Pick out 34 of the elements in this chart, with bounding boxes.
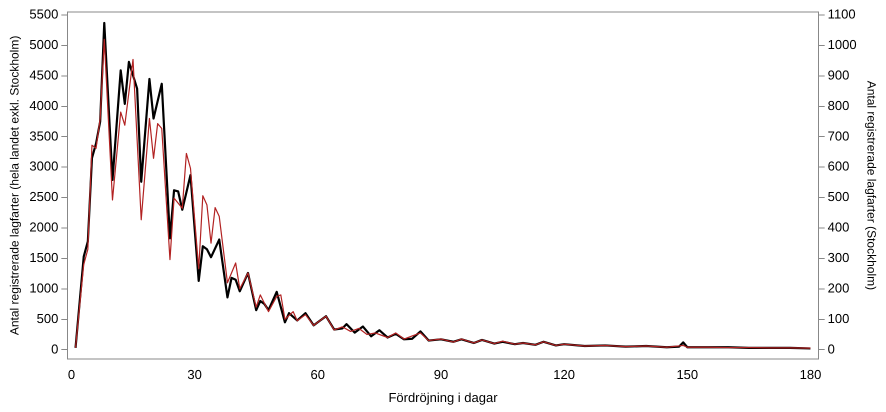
y-tick-label: 1500 xyxy=(29,250,58,265)
y-tick-label: 4000 xyxy=(29,98,58,113)
x-tick-label: 30 xyxy=(187,367,202,382)
y2-tick-label: 900 xyxy=(828,67,850,82)
y2-axis-title: Antal registrerade lagfarter (Stockholm) xyxy=(864,80,878,290)
x-tick-label: 120 xyxy=(553,367,575,382)
y2-tick-label: 1000 xyxy=(828,37,857,52)
y2-tick-label: 500 xyxy=(828,189,850,204)
x-tick-label: 150 xyxy=(676,367,698,382)
y-tick-label: 0 xyxy=(51,341,58,356)
y-tick-label: 5500 xyxy=(29,6,58,22)
x-tick-label: 90 xyxy=(434,367,448,382)
y-tick-label: 3000 xyxy=(29,158,58,174)
y2-tick-label: 400 xyxy=(828,220,850,235)
x-tick-label: 0 xyxy=(68,367,76,382)
y-tick-label: 500 xyxy=(36,310,58,326)
y2-tick-label: 1100 xyxy=(828,6,856,22)
y2-tick-label: 800 xyxy=(828,98,850,113)
y2-tick-label: 200 xyxy=(828,280,850,296)
y-tick-label: 4500 xyxy=(29,67,58,82)
y2-tick-label: 100 xyxy=(828,310,850,326)
x-tick-label: 60 xyxy=(310,367,326,382)
y-tick-label: 2000 xyxy=(29,220,58,235)
y-axis-title: Antal registrerade lagfarter (hela landet exkl. Stockholm) xyxy=(8,36,22,336)
y2-tick-label: 600 xyxy=(828,158,850,174)
x-tick-label: 180 xyxy=(800,367,822,382)
y-tick-label: 3500 xyxy=(29,128,58,144)
y-tick-label: 2500 xyxy=(29,189,58,204)
y-tick-label: 5000 xyxy=(29,37,58,52)
y2-tick-label: 700 xyxy=(828,128,850,144)
y2-tick-label: 300 xyxy=(828,250,850,265)
y2-tick-label: 0 xyxy=(828,341,835,356)
x-axis-title: Fördröjning i dagar xyxy=(388,390,498,405)
y-tick-label: 1000 xyxy=(29,280,58,296)
